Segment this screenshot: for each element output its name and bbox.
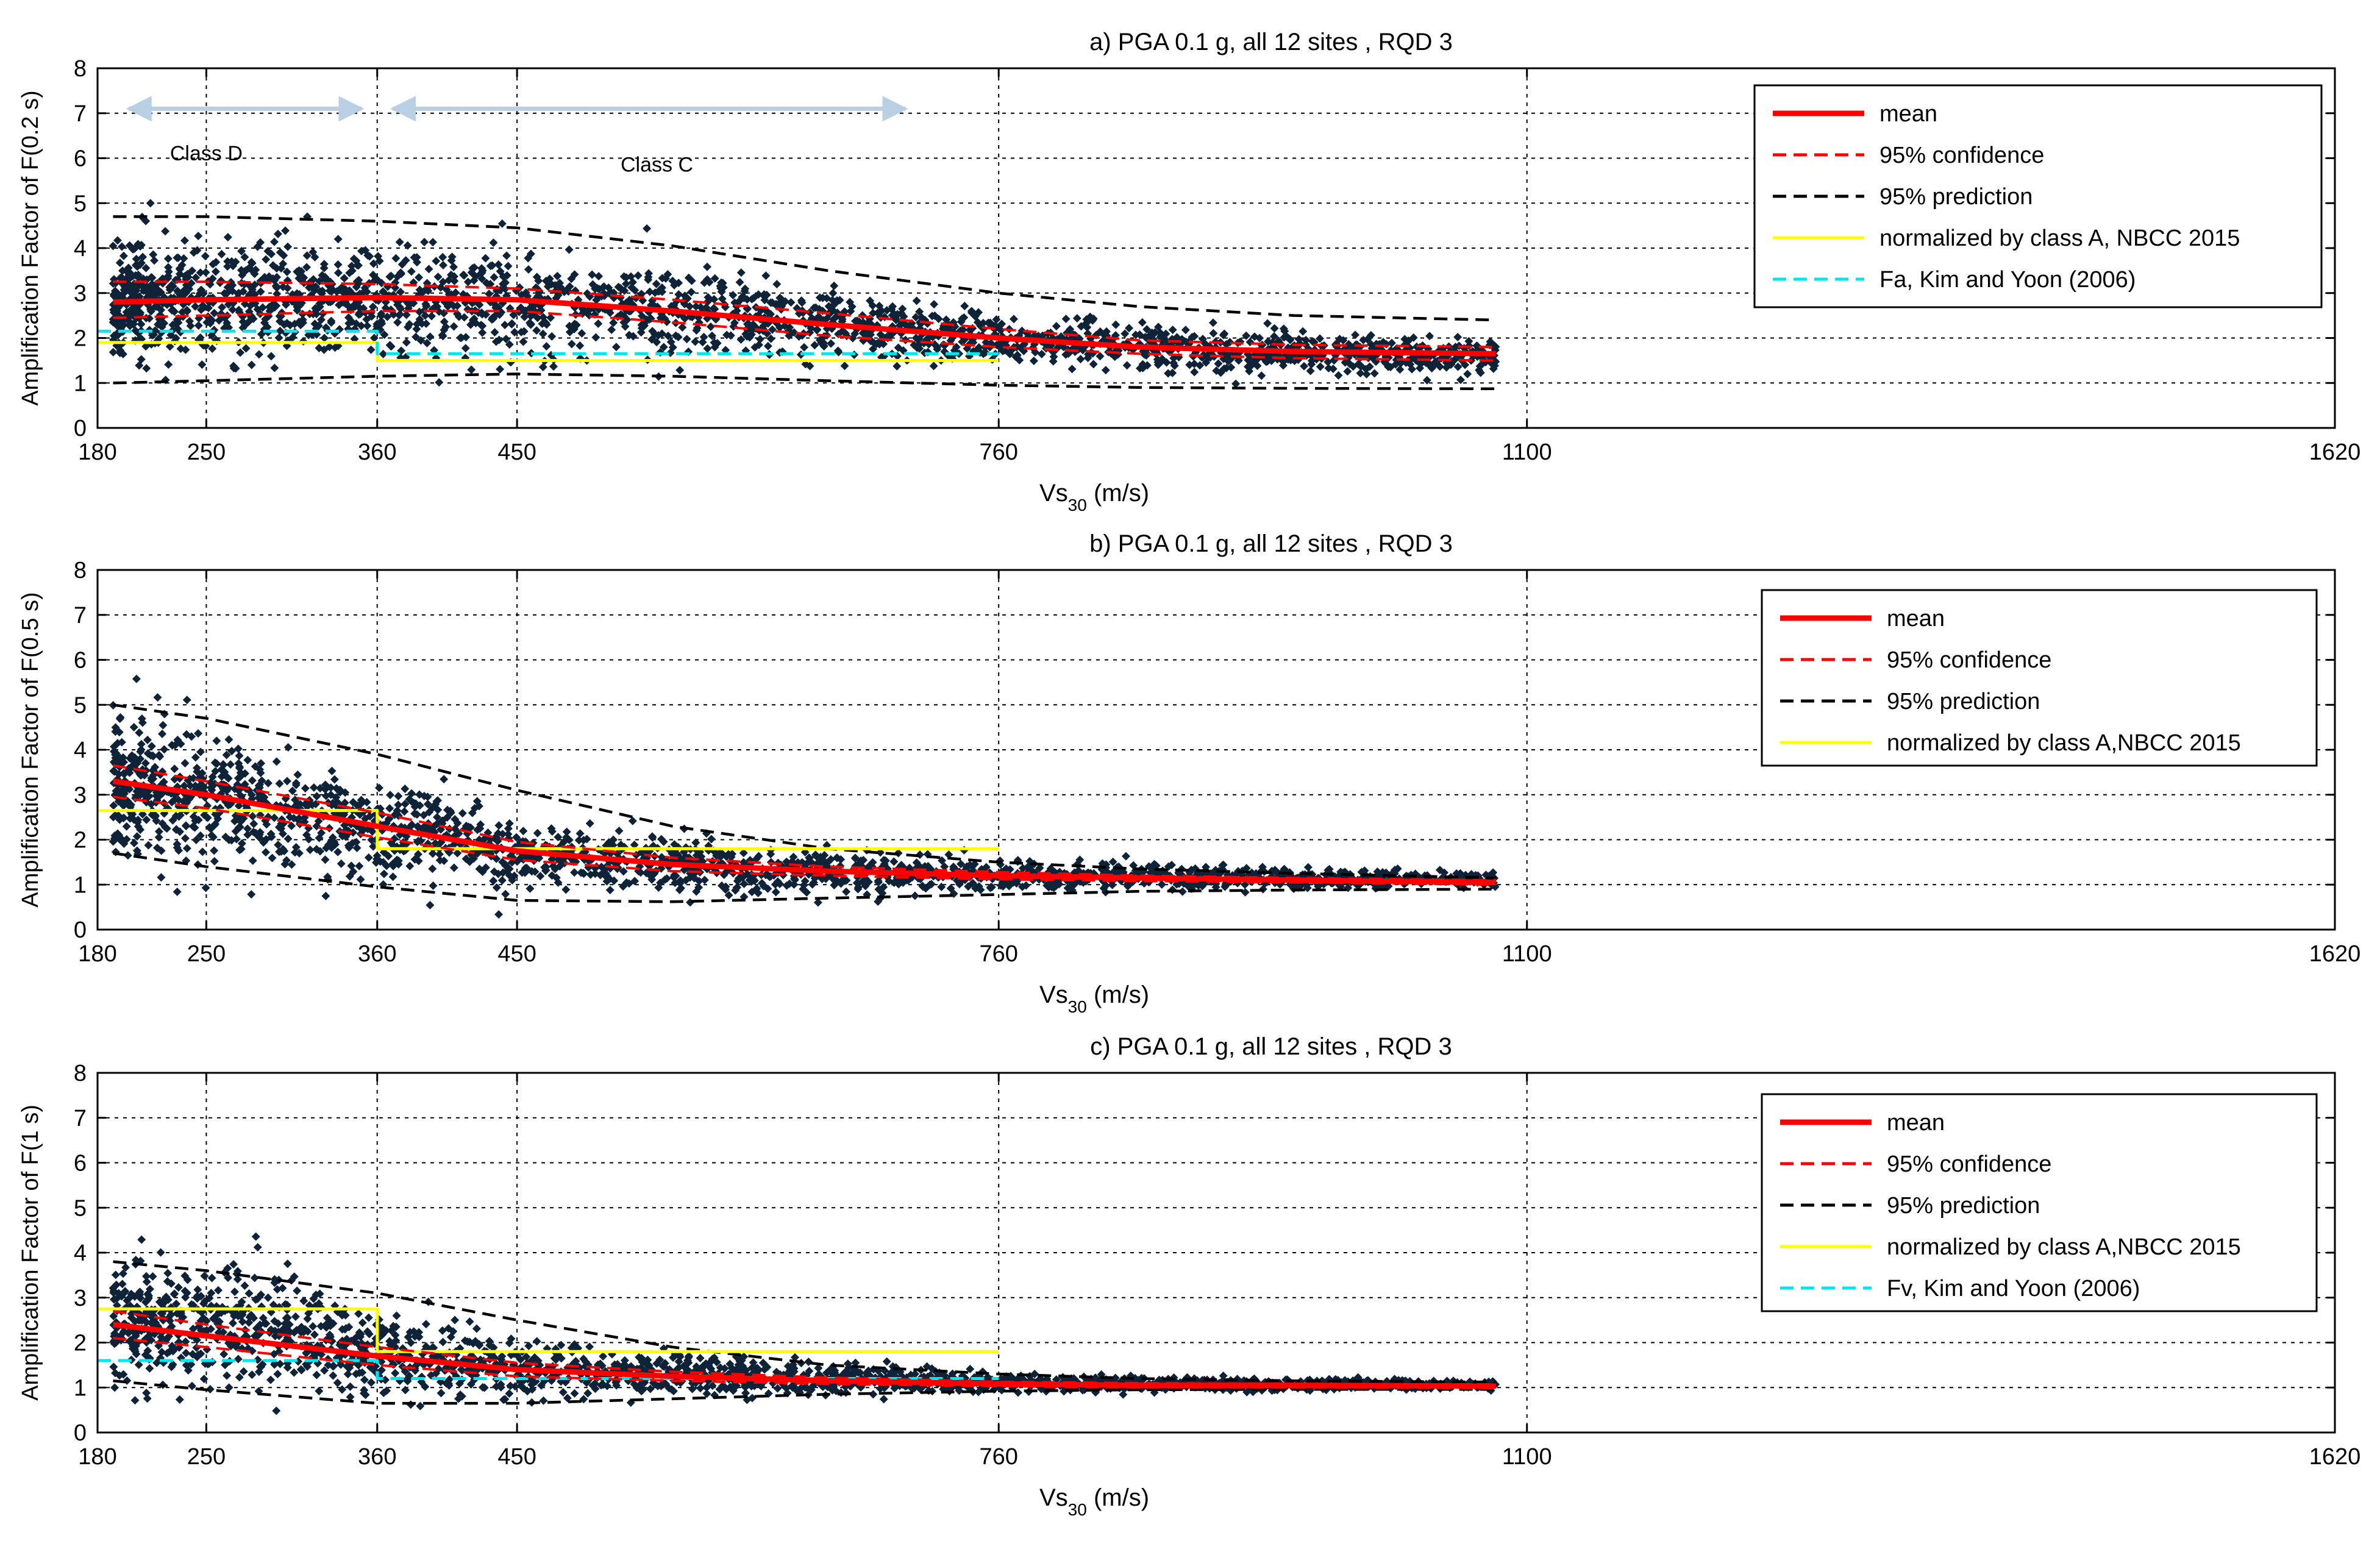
y-tick-label: 8: [74, 558, 87, 583]
x-axis-label-subscript: 30: [1068, 997, 1087, 1016]
x-tick-label: 250: [187, 941, 226, 967]
y-tick-label: 3: [74, 783, 87, 808]
y-tick-label: 1: [74, 371, 87, 396]
x-axis-label-main: Vs: [1039, 981, 1068, 1008]
legend-label: 95% confidence: [1887, 647, 2051, 673]
legend: mean 95% confidence 95% prediction normaliz…: [1755, 85, 2321, 307]
y-tick-label: 8: [74, 56, 87, 82]
chart-title: b) PGA 0.1 g, all 12 sites , RQD 3: [1089, 530, 1453, 557]
legend-label: 95% prediction: [1879, 184, 2033, 210]
legend-label: mean: [1887, 606, 1945, 632]
x-axis-label: Vs30 (m/s): [1039, 981, 1149, 1016]
x-tick-label: 450: [497, 941, 536, 967]
y-tick-label: 2: [74, 326, 87, 352]
legend-label: Fa, Kim and Yoon (2006): [1879, 267, 2136, 293]
chart-title: a) PGA 0.1 g, all 12 sites , RQD 3: [1089, 29, 1453, 55]
x-tick-label: 360: [358, 941, 396, 967]
legend-label: normalized by class A,NBCC 2015: [1887, 730, 2241, 756]
y-tick-label: 6: [74, 648, 87, 674]
y-tick-label: 5: [74, 191, 87, 216]
legend-label: 95% prediction: [1887, 689, 2040, 714]
x-tick-label: 450: [497, 440, 536, 465]
y-tick-label: 1: [74, 872, 87, 898]
class-annotation: Class C: [621, 154, 693, 177]
x-tick-label: 180: [78, 941, 116, 967]
y-tick-label: 7: [74, 101, 87, 127]
y-tick-label: 3: [74, 281, 87, 307]
y-tick-label: 2: [74, 828, 87, 853]
x-tick-label: 1620: [2309, 941, 2361, 967]
y-tick-label: 0: [74, 416, 87, 441]
class-annotation: Class D: [170, 142, 243, 165]
x-tick-label: 250: [187, 440, 226, 465]
x-tick-label: 760: [979, 941, 1017, 967]
y-tick-label: 4: [74, 738, 87, 763]
legend-label: 95% confidence: [1879, 143, 2044, 168]
y-tick-label: 4: [74, 236, 87, 262]
chart-panel-1: Class D Class C 180 250 360 450 760 1100 1620 0 1 2…: [18, 29, 2360, 514]
x-axis-label: Vs30 (m/s): [1039, 480, 1149, 514]
x-axis-label-unit: (m/s): [1087, 981, 1149, 1008]
x-axis-label-subscript: 30: [1068, 496, 1087, 514]
y-tick-label: 6: [74, 146, 87, 172]
y-tick-label: 0: [74, 917, 87, 943]
legend: mean 95% confidence 95% prediction normaliz…: [1762, 590, 2317, 766]
legend-label: normalized by class A, NBCC 2015: [1879, 226, 2240, 251]
x-tick-label: 1100: [1502, 941, 1552, 967]
y-axis-label: Amplification Factor of F(0.5 s): [18, 592, 43, 907]
x-axis-label-main: Vs: [1039, 480, 1068, 507]
y-tick-label: 5: [74, 692, 87, 718]
x-tick-label: 180: [78, 440, 116, 465]
x-tick-label: 1100: [1502, 440, 1552, 465]
y-tick-label: 7: [74, 603, 87, 628]
chart-panel-2: 180 250 360 450 760 1100 1620 0 1 2 3 4 5 6 7 8 b) PGA 0…: [18, 530, 2360, 1016]
legend-label: mean: [1879, 101, 1937, 127]
x-tick-label: 360: [358, 440, 396, 465]
y-axis-label: Amplification Factor of F(0.2 s): [18, 90, 43, 405]
x-tick-label: 760: [979, 440, 1017, 465]
x-tick-label: 1620: [2309, 440, 2361, 465]
x-axis-label-unit: (m/s): [1087, 480, 1149, 507]
